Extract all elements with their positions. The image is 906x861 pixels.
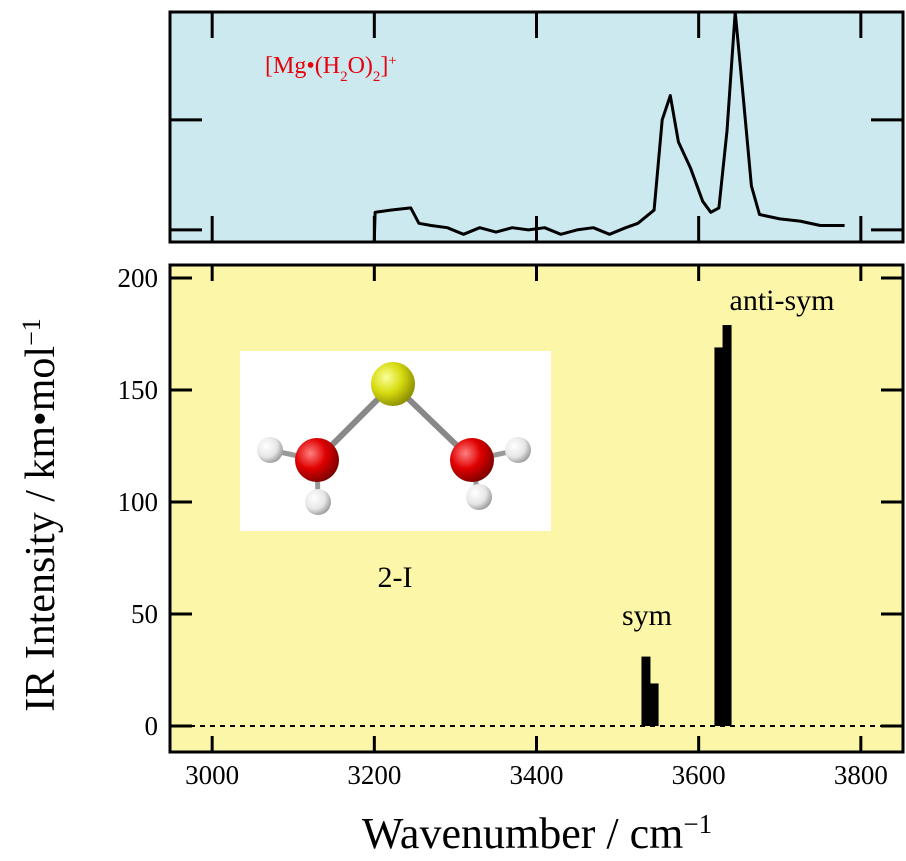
text-segment: −1 [683,809,712,839]
annotation: anti-sym [730,284,835,317]
bar [650,683,659,726]
y-tick-label: 50 [131,599,158,629]
y-tick-label: 100 [118,487,159,517]
chart: [Mg•(H2O)2]+3000320034003600380005010015… [0,0,906,861]
bar [641,657,650,726]
x-tick-label: 3000 [185,760,239,790]
text-segment: IR Intensity / km•mol [18,346,64,712]
annotation: 2-I [378,561,413,594]
annotation: sym [622,599,672,632]
plot-background [170,12,903,242]
mg-atom [371,362,415,406]
x-tick-label: 3600 [672,760,726,790]
y-axis-label: IR Intensity / km•mol−1 [17,318,65,712]
h-atom [466,484,492,510]
bar [723,325,732,726]
y-tick-label: 0 [145,711,159,741]
h-atom [505,437,531,463]
molecule-inset [240,351,551,531]
h-atom [257,437,283,463]
y-tick-label: 150 [118,375,159,405]
bar [714,347,723,726]
text-segment: ] [380,53,388,79]
o-atom [450,438,494,482]
text-segment: −1 [17,318,46,346]
o-atom [295,438,339,482]
x-axis-label: Wavenumber / cm−1 [362,809,712,858]
text-segment: 2 [340,69,348,85]
y-tick-label: 200 [118,263,159,293]
h-atom [305,489,331,515]
text-segment: 2 [373,69,381,85]
text-segment: Wavenumber / cm [362,809,683,858]
text-segment: O) [348,53,373,79]
panel: [Mg•(H2O)2]+ [170,12,903,242]
text-segment: [Mg•(H [265,53,340,79]
x-tick-label: 3800 [834,760,888,790]
x-tick-label: 3200 [347,760,401,790]
text-segment: + [388,53,396,69]
x-tick-label: 3400 [510,760,564,790]
